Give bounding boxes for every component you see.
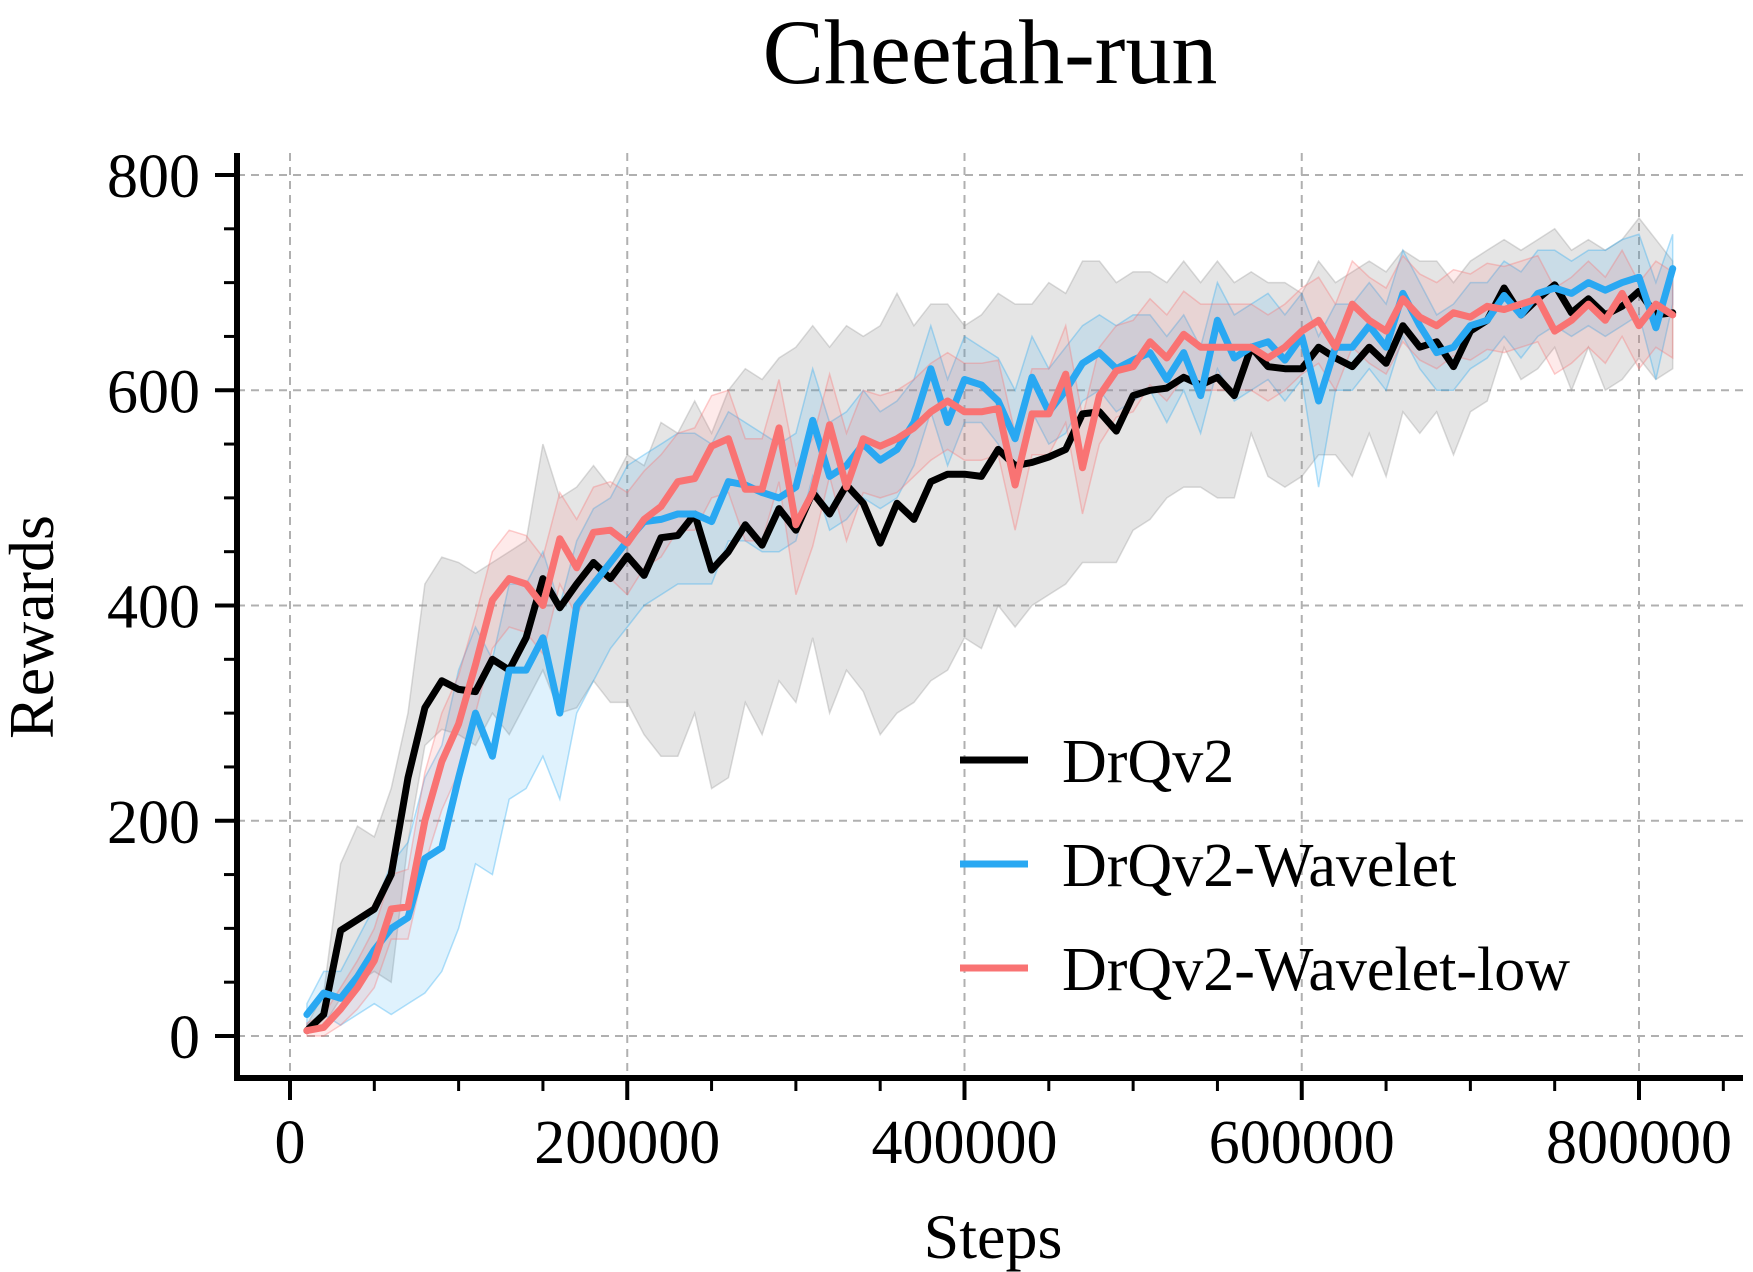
legend-label-drqv2: DrQv2 — [1062, 728, 1234, 796]
y-tick-label: 800 — [107, 143, 200, 211]
chart-title: Cheetah-run — [763, 1, 1218, 103]
x-tick-label: 0 — [275, 1109, 306, 1177]
y-tick-labels: 0 200 400 600 800 — [107, 143, 200, 1072]
legend: DrQv2 DrQv2-Wavelet DrQv2-Wavelet-low — [960, 728, 1570, 1004]
series-line-drqv2-wavelet — [303, 265, 1677, 1018]
y-axis-label: Rewards — [0, 515, 67, 739]
grid — [237, 153, 1743, 1078]
y-tick-label: 600 — [107, 358, 200, 426]
x-tick-labels: 0 200000 400000 600000 800000 — [275, 1109, 1733, 1177]
series-line-drqv2-wavelet-low — [303, 289, 1677, 1035]
band-drqv2 — [306, 216, 1674, 1032]
legend-label-drqv2-wavelet-low: DrQv2-Wavelet-low — [1062, 936, 1570, 1004]
x-tick-label: 200000 — [534, 1109, 720, 1177]
legend-label-drqv2-wavelet: DrQv2-Wavelet — [1062, 832, 1456, 900]
x-tick-label: 400000 — [872, 1109, 1058, 1177]
x-tick-label: 600000 — [1209, 1109, 1395, 1177]
series-line-drqv2 — [303, 281, 1677, 1035]
x-axis-label: Steps — [924, 1201, 1063, 1272]
y-tick-label: 400 — [107, 574, 200, 642]
x-tick-label: 800000 — [1546, 1109, 1732, 1177]
y-tick-label: 0 — [169, 1004, 200, 1072]
series-lines — [303, 265, 1677, 1035]
y-tick-label: 200 — [107, 789, 200, 857]
axes — [215, 153, 1743, 1100]
